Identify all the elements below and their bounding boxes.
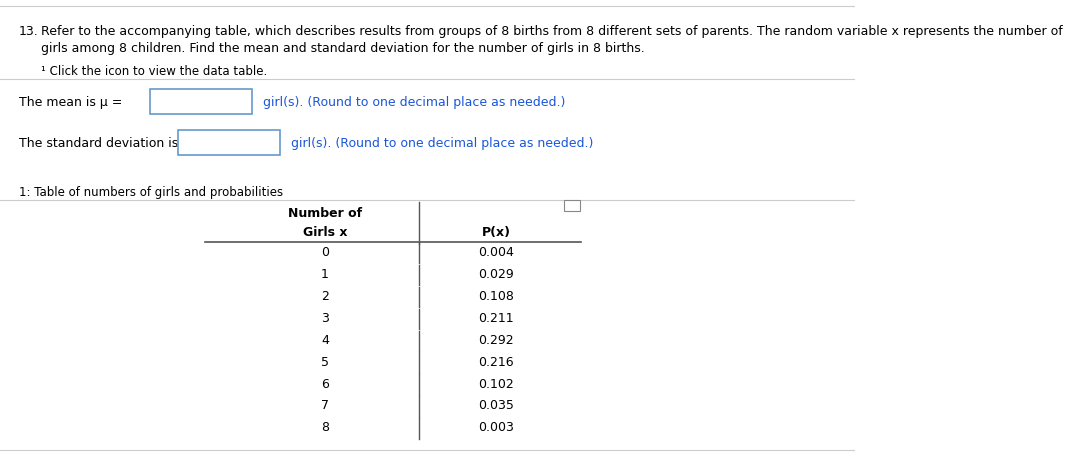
- FancyBboxPatch shape: [150, 90, 253, 115]
- FancyBboxPatch shape: [565, 200, 580, 212]
- Text: 0.003: 0.003: [478, 420, 514, 434]
- Text: 0.004: 0.004: [478, 246, 514, 259]
- Text: 3: 3: [321, 311, 329, 324]
- Text: The standard deviation is σ =: The standard deviation is σ =: [18, 137, 205, 150]
- Text: girls among 8 children. Find the mean and standard deviation for the number of g: girls among 8 children. Find the mean an…: [41, 42, 645, 55]
- Text: 1: Table of numbers of girls and probabilities: 1: Table of numbers of girls and probabi…: [18, 186, 283, 199]
- Text: girl(s). (Round to one decimal place as needed.): girl(s). (Round to one decimal place as …: [259, 96, 566, 109]
- Text: 1: 1: [321, 268, 329, 281]
- Text: The mean is μ =: The mean is μ =: [18, 96, 122, 109]
- Text: Number of: Number of: [288, 207, 362, 220]
- Text: 5: 5: [321, 355, 329, 368]
- Text: Refer to the accompanying table, which describes results from groups of 8 births: Refer to the accompanying table, which d…: [41, 25, 1063, 38]
- FancyBboxPatch shape: [178, 131, 281, 156]
- Text: Girls x: Girls x: [302, 225, 347, 238]
- Text: 6: 6: [321, 377, 329, 390]
- Text: 0.211: 0.211: [478, 311, 514, 324]
- Text: 0: 0: [321, 246, 329, 259]
- Text: 0.216: 0.216: [478, 355, 514, 368]
- Text: 0.292: 0.292: [478, 333, 514, 346]
- Text: P(x): P(x): [482, 225, 511, 238]
- Text: 8: 8: [321, 420, 329, 434]
- Text: 7: 7: [321, 399, 329, 412]
- Text: 0.102: 0.102: [478, 377, 514, 390]
- Text: 0.035: 0.035: [478, 399, 514, 412]
- Text: 13.: 13.: [18, 25, 39, 38]
- Text: 0.108: 0.108: [478, 289, 514, 303]
- Text: 2: 2: [321, 289, 329, 303]
- Text: girl(s). (Round to one decimal place as needed.): girl(s). (Round to one decimal place as …: [287, 137, 594, 150]
- Text: 0.029: 0.029: [478, 268, 514, 281]
- Text: ¹ Click the icon to view the data table.: ¹ Click the icon to view the data table.: [41, 65, 267, 78]
- Text: 4: 4: [321, 333, 329, 346]
